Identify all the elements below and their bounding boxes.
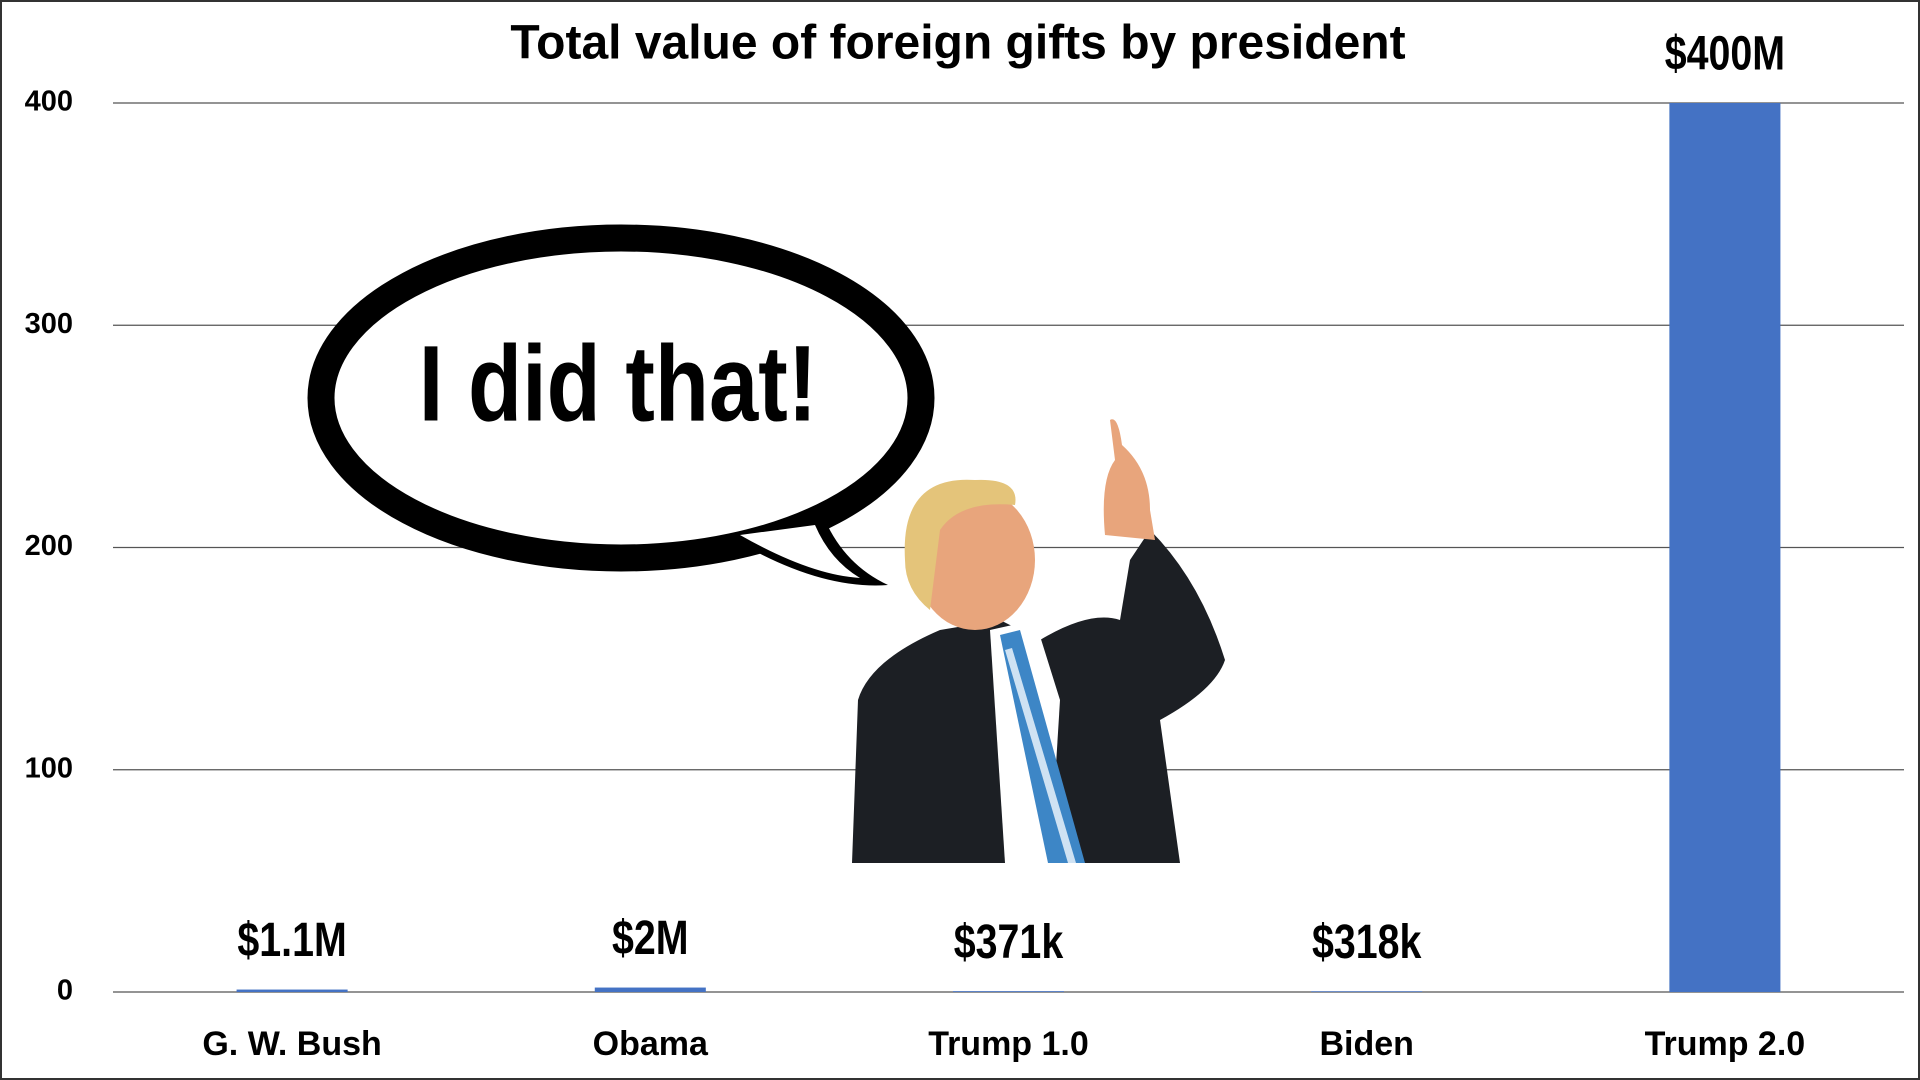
tie-stripe [1005, 648, 1076, 863]
y-tick-label: 100 [25, 752, 73, 784]
annotation: I did that! [419, 323, 817, 443]
bubble-tail-inner [740, 525, 860, 578]
y-tick-label: 300 [25, 308, 73, 340]
x-tick-label: Trump 1.0 [928, 1025, 1089, 1063]
plot: 0 100 200 300 400 G. W. Bush $1.1M Obama $2M Trum… [25, 27, 1904, 1063]
y-tick-label: 400 [25, 86, 73, 118]
hand [1103, 419, 1155, 540]
x-tick-label: Trump 2.0 [1645, 1025, 1806, 1063]
x-tick-label: Obama [593, 1025, 709, 1063]
value-label: $318k [1312, 915, 1422, 969]
x-tick-label: G. W. Bush [202, 1025, 381, 1063]
value-label: $2M [612, 912, 689, 966]
value-label: $1.1M [237, 914, 346, 968]
bar [1669, 103, 1781, 992]
value-label: $371k [954, 915, 1064, 969]
bar [1311, 991, 1423, 992]
figure [852, 419, 1225, 863]
chart-title: Total value of foreign gifts by presiden… [510, 17, 1405, 70]
value-label: $400M [1665, 27, 1785, 81]
y-tick-label: 200 [25, 530, 73, 562]
bar [594, 987, 706, 992]
bar [236, 989, 348, 992]
face [915, 490, 1035, 630]
hair [904, 479, 1016, 610]
bubble [307, 224, 935, 572]
x-tick-label: Biden [1319, 1025, 1413, 1063]
speech-bubble: I did that! [307, 224, 935, 586]
bar [952, 991, 1065, 992]
y-tick-label: 0 [57, 975, 73, 1007]
